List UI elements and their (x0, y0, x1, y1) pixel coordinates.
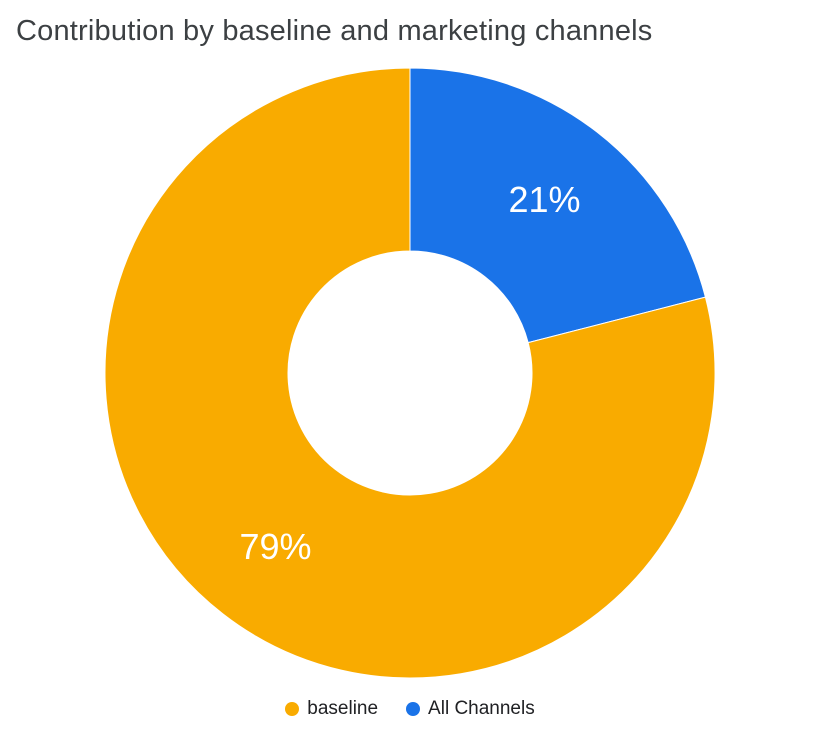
chart-title: Contribution by baseline and marketing c… (16, 15, 653, 47)
legend-dot-all-channels-icon (406, 702, 421, 716)
legend-label-baseline: baseline (307, 698, 379, 719)
slice-pct-label-baseline: 79% (239, 526, 311, 567)
legend-dot-baseline-icon (285, 702, 300, 716)
slice-baseline[interactable] (104, 67, 716, 679)
chart-legend: baseline All Channels (0, 698, 820, 740)
legend-item-baseline[interactable]: baseline (285, 698, 378, 720)
donut-chart: 21% 79% (0, 49, 820, 698)
slice-pct-label-all-channels: 21% (508, 179, 580, 220)
legend-label-all-channels: All Channels (428, 698, 535, 719)
donut-svg: 21% 79% (104, 67, 716, 679)
slice-all-channels[interactable] (409, 67, 707, 344)
legend-item-all-channels[interactable]: All Channels (406, 698, 535, 720)
